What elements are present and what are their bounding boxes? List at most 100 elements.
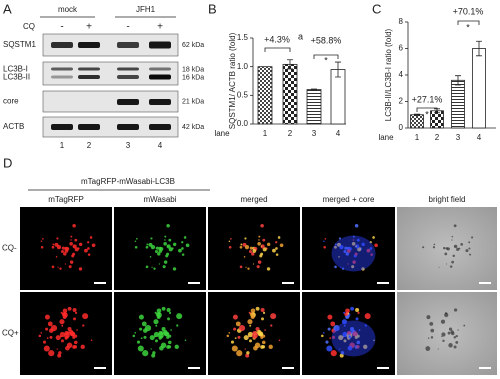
- y-tick-label: 8: [399, 17, 404, 26]
- protein-name: core: [3, 97, 19, 106]
- fluorescent-dot: [153, 331, 160, 338]
- fluorescent-dot: [69, 241, 73, 246]
- fluorescent-dot: [145, 265, 149, 269]
- fluorescent-dot: [87, 253, 91, 256]
- core-signal: [331, 235, 376, 272]
- fluorescent-dot: [73, 340, 78, 345]
- fluorescent-dot: [356, 345, 360, 349]
- blot-background: [42, 90, 179, 113]
- fluorescent-dot: [74, 311, 78, 314]
- fluorescent-dot: [167, 340, 172, 345]
- fluorescent-dot: [339, 353, 344, 358]
- fluorescent-dot: [275, 253, 279, 256]
- y-axis-label: LC3B-II/LC3B-I ratio (fold): [384, 28, 393, 121]
- blot-background: [42, 116, 179, 138]
- vesicle: [453, 224, 457, 228]
- fluorescent-dot: [262, 247, 267, 252]
- fluorescent-dot: [150, 348, 152, 350]
- fluorescent-dot: [60, 339, 64, 343]
- fluorescent-dot: [90, 339, 93, 342]
- fluorescent-dot: [260, 223, 264, 228]
- fluorescent-dot: [149, 256, 152, 258]
- fluorescent-dot: [268, 344, 273, 350]
- vesicle: [425, 346, 431, 351]
- fluorescent-dot: [352, 239, 355, 241]
- fluorescent-dot: [346, 249, 351, 253]
- fluorescent-dot: [162, 265, 166, 269]
- fluorescent-dot: [355, 307, 360, 312]
- fluorescent-dot: [237, 335, 241, 339]
- lane-number: 3: [126, 141, 131, 150]
- fluorescent-dot: [45, 327, 49, 331]
- fluorescent-dot: [65, 345, 70, 351]
- fluorescent-dot: [57, 353, 62, 358]
- fluorescent-dot: [325, 340, 329, 344]
- fluorescent-dot: [64, 263, 67, 265]
- fluorescent-dot: [226, 334, 230, 338]
- fluorescent-dot: [181, 253, 185, 256]
- fluorescent-dot: [331, 335, 336, 339]
- fluorescent-dot: [343, 339, 347, 343]
- protein-name: ACTB: [3, 122, 24, 131]
- fluorescent-dot: [238, 325, 246, 332]
- vesicle: [468, 247, 471, 250]
- fluorescent-dot: [364, 313, 371, 320]
- fluorescent-dot: [356, 340, 361, 345]
- y-tick-label: 4: [399, 70, 404, 79]
- fluorescent-dot: [348, 335, 352, 339]
- fluorescent-dot: [153, 319, 159, 325]
- fluorescent-dot: [62, 308, 68, 314]
- x-tick-label: 4: [336, 129, 341, 138]
- fluorescent-dot: [321, 334, 324, 338]
- fluorescent-dot: [355, 317, 359, 321]
- fluorescent-dot: [340, 351, 345, 355]
- fluorescent-dot: [168, 247, 173, 252]
- fluorescent-dot: [334, 265, 337, 269]
- column-label: bright field: [429, 195, 466, 204]
- blot-band: [117, 67, 139, 71]
- blot-band: [149, 99, 171, 105]
- fluorescent-dot: [157, 252, 161, 256]
- blot-band: [149, 124, 171, 130]
- bar: [282, 63, 298, 125]
- fluorescent-dot: [350, 306, 355, 311]
- column-label: merged: [240, 195, 267, 204]
- blot-background: [42, 33, 179, 57]
- fluorescent-dot: [228, 240, 231, 242]
- vesicle: [445, 263, 447, 265]
- fluorescent-dot: [172, 242, 177, 247]
- blot-band: [117, 99, 139, 105]
- vesicle: [453, 345, 457, 349]
- fluorescent-dot: [151, 353, 156, 358]
- fluorescent-dot: [52, 243, 55, 246]
- panel-letter: B: [208, 1, 217, 16]
- fluorescent-dot: [181, 241, 184, 244]
- fluorescent-dot: [347, 345, 353, 351]
- treatment-sign: -: [126, 22, 129, 33]
- fluorescent-dot: [168, 238, 172, 242]
- fluorescent-dot: [146, 243, 149, 246]
- annotation: *: [324, 55, 328, 65]
- lane-number: 2: [87, 141, 92, 150]
- protein-name: SQSTM1: [3, 40, 36, 49]
- core-signal: [331, 320, 376, 357]
- fluorescent-dot: [343, 324, 346, 327]
- blot-band: [117, 75, 139, 79]
- vesicle: [438, 266, 440, 268]
- fluorescent-dot: [50, 325, 58, 332]
- column-label: mWasabi: [143, 195, 176, 204]
- lane-number: 1: [60, 141, 65, 150]
- vesicle: [437, 348, 439, 350]
- protein-name: LC3B-II: [3, 73, 30, 82]
- vesicle: [442, 339, 445, 343]
- fluorescent-dot: [253, 335, 257, 339]
- fluorescent-dot: [248, 250, 252, 254]
- blot-band: [149, 74, 171, 80]
- fluorescent-dot: [176, 313, 183, 320]
- fluorescent-dot: [232, 314, 238, 320]
- fluorescent-dot: [352, 331, 358, 337]
- vesicle: [451, 260, 455, 264]
- error-bar: [335, 61, 341, 78]
- panel-letter: A: [3, 1, 12, 16]
- fluorescent-dot: [174, 344, 179, 350]
